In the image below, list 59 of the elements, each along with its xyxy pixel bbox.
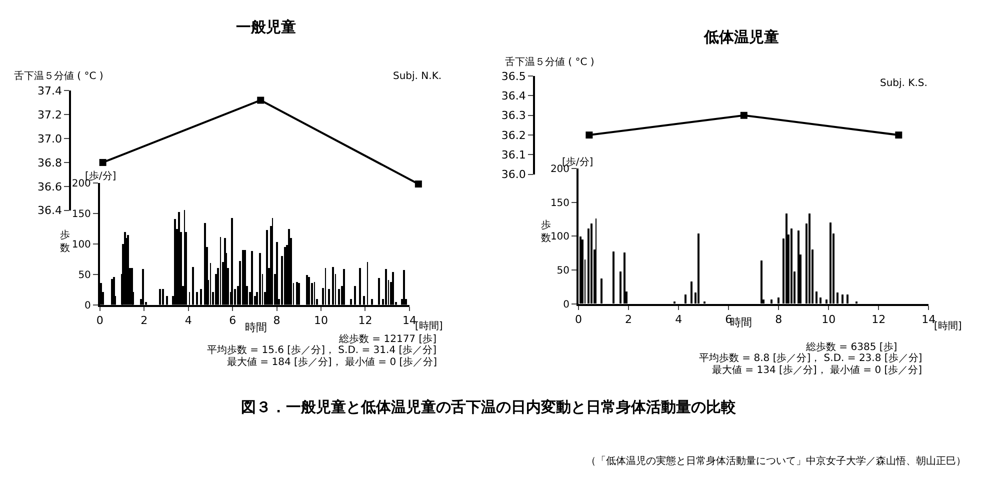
text: 総歩数 = 12177 [歩] bbox=[338, 333, 437, 345]
x-tick-label: 14 bbox=[402, 314, 416, 327]
y-tick-label: 100 bbox=[72, 239, 91, 250]
text: 最大値 = 184 [歩／分]， 最小値 = 0 [歩／分] bbox=[227, 356, 438, 368]
x-tick-label: 10 bbox=[822, 312, 836, 326]
y-tick-label: 0 bbox=[84, 300, 91, 312]
text: [時間] bbox=[415, 320, 443, 332]
text: 総歩数 = 6385 [歩] bbox=[805, 341, 898, 353]
y-tick-label: 36.8 bbox=[38, 156, 62, 170]
y-tick-label: 37.4 bbox=[38, 84, 62, 98]
y-tick-label: 36.6 bbox=[38, 180, 62, 194]
y-tick-label: 200 bbox=[72, 178, 91, 190]
y-axis-title: 舌下温５分値 ( °C ) bbox=[505, 56, 594, 68]
y-tick-label: 36.3 bbox=[501, 109, 526, 122]
x-axis-title: 時間 bbox=[730, 316, 752, 329]
point bbox=[414, 180, 422, 188]
x-tick-label: 0 bbox=[96, 314, 104, 327]
text: Subj. N.K. bbox=[393, 71, 442, 82]
text: [時間] bbox=[934, 320, 962, 332]
x-tick-label: 14 bbox=[922, 312, 936, 326]
y-tick-label: 50 bbox=[78, 270, 91, 281]
y-tick-label: 50 bbox=[556, 265, 570, 276]
chart-title: 一般児童 bbox=[236, 18, 296, 36]
x-tick-label: 12 bbox=[872, 312, 886, 326]
point bbox=[257, 96, 264, 104]
text: 平均歩数 = 15.6 [歩／分]， S.D. = 31.4 [歩／分] bbox=[207, 344, 437, 356]
y-tick-label: 36.4 bbox=[501, 90, 526, 103]
x-tick-label: 10 bbox=[314, 314, 328, 327]
x-tick-label: 8 bbox=[273, 314, 280, 327]
annotation: Subj. K.S. bbox=[880, 78, 928, 89]
point bbox=[99, 158, 106, 166]
chart-title: 低体温児童 bbox=[703, 28, 779, 46]
x-tick-label: 12 bbox=[358, 314, 372, 327]
y-tick-label: 150 bbox=[72, 209, 91, 220]
x-axis-title: 時間 bbox=[245, 321, 267, 334]
y-tick-label: 0 bbox=[563, 299, 570, 310]
x-tick-label: 4 bbox=[184, 314, 192, 327]
y-axis-title: 歩数 bbox=[60, 229, 70, 254]
x-tick-label: 8 bbox=[775, 312, 782, 326]
y-tick-label: 36.4 bbox=[38, 204, 62, 218]
x-tick-label: 0 bbox=[575, 312, 582, 326]
x-tick-label: 2 bbox=[625, 312, 632, 326]
y-tick-label: 100 bbox=[550, 232, 570, 243]
y-axis-title: 舌下温５分値 ( °C ) bbox=[14, 70, 104, 82]
text: （「低体温児の実態と日常身体活動量について」中京女子大学／森山悟、朝山正巳） bbox=[586, 455, 966, 467]
y-axis-title: 歩数 bbox=[541, 219, 551, 244]
y-tick-label: 36.1 bbox=[501, 148, 526, 162]
y-tick-label: 37.0 bbox=[38, 132, 62, 146]
x-tick-label: 4 bbox=[675, 312, 682, 326]
y-tick-label: 37.2 bbox=[38, 108, 62, 122]
y-tick-label: 36.2 bbox=[501, 128, 526, 142]
y-tick-label: 36.0 bbox=[501, 168, 526, 182]
x-tick-label: 2 bbox=[140, 314, 148, 327]
caption: 図３．一般児童と低体温児童の舌下温の日内変動と日常身体活動量の比較 bbox=[241, 398, 737, 416]
text: 平均歩数 = 8.8 [歩／分]， S.D. = 23.8 [歩／分] bbox=[699, 352, 922, 364]
text: 最大値 = 134 [歩／分]， 最小値 = 0 [歩／分] bbox=[712, 364, 922, 376]
y-tick-label: 36.5 bbox=[501, 70, 526, 83]
x-tick-label: 6 bbox=[229, 314, 236, 327]
y-tick-label: 150 bbox=[550, 198, 570, 209]
